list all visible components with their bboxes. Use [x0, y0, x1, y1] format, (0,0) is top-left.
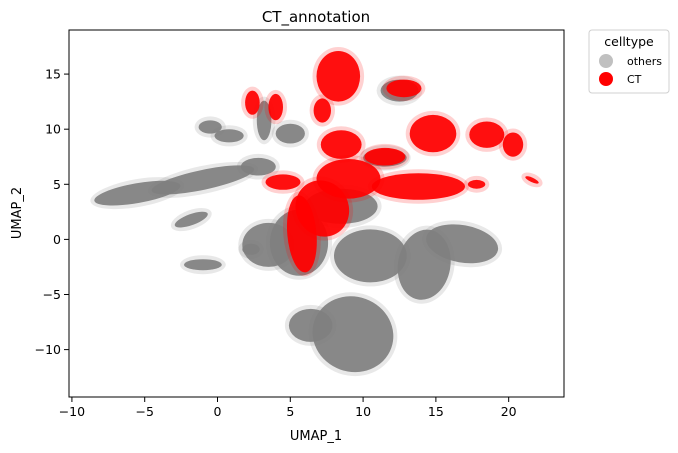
point-cluster-ct-4 — [386, 79, 422, 98]
point-cluster-ct-12 — [286, 195, 317, 273]
point-cluster-others-6 — [275, 123, 305, 144]
point-cluster-ct-1 — [313, 98, 331, 123]
point-cluster-ct-15 — [467, 179, 486, 189]
legend-marker-others — [599, 54, 613, 68]
x-tick-label: −10 — [59, 404, 85, 419]
plot-content — [90, 47, 543, 377]
point-cluster-ct-0 — [316, 51, 361, 102]
legend: celltype others CT — [588, 29, 670, 94]
point-cluster-others-14 — [174, 211, 208, 228]
point-cluster-others-1 — [151, 165, 255, 195]
point-cluster-others-4 — [214, 129, 244, 143]
chart-title: CT_annotation — [262, 8, 370, 27]
y-tick-label: −10 — [35, 342, 61, 357]
point-cluster-ct-8 — [502, 132, 524, 157]
point-cluster-others-13 — [288, 308, 333, 342]
point-cluster-ct-3 — [268, 93, 284, 121]
legend-label-others: others — [627, 55, 662, 68]
point-cluster-others-5 — [256, 100, 272, 141]
y-axis-ticks: −10 −5 0 5 10 15 — [35, 67, 69, 357]
legend-label-ct: CT — [627, 73, 642, 86]
y-tick-label: −5 — [43, 287, 61, 302]
y-tick-label: 15 — [45, 67, 61, 82]
x-tick-label: −5 — [135, 404, 153, 419]
point-cluster-others-2 — [240, 157, 276, 176]
y-tick-label: 10 — [45, 122, 61, 137]
x-axis-ticks: −10 −5 0 5 10 15 20 — [59, 397, 517, 419]
point-cluster-others-3 — [198, 120, 222, 134]
x-tick-label: 20 — [501, 404, 517, 419]
point-cluster-ct-9 — [371, 173, 465, 200]
point-cluster-ct-14 — [265, 174, 301, 190]
point-cluster-others-9 — [334, 229, 407, 283]
point-cluster-others-12 — [312, 296, 394, 373]
x-tick-label: 5 — [286, 404, 294, 419]
x-axis-title: UMAP_1 — [290, 429, 342, 444]
legend-title: celltype — [604, 34, 654, 49]
point-cluster-ct-7 — [469, 121, 505, 148]
point-cluster-others-15 — [184, 259, 222, 271]
point-cluster-others-16 — [242, 243, 260, 255]
y-tick-label: 0 — [53, 232, 61, 247]
series-ct — [241, 47, 543, 277]
point-cluster-ct-2 — [245, 90, 260, 115]
x-tick-label: 10 — [355, 404, 371, 419]
plot-frame — [68, 29, 565, 398]
point-cluster-others-11 — [426, 224, 499, 264]
y-axis-title: UMAP_2 — [10, 187, 25, 239]
x-tick-label: 0 — [214, 404, 222, 419]
point-cluster-ct-16 — [525, 176, 539, 184]
y-tick-label: 5 — [53, 177, 61, 192]
point-cluster-ct-5 — [409, 114, 457, 153]
x-tick-label: 15 — [428, 404, 444, 419]
point-cluster-ct-13 — [320, 130, 362, 159]
point-cluster-ct-6 — [364, 147, 406, 166]
legend-marker-ct — [599, 72, 613, 86]
